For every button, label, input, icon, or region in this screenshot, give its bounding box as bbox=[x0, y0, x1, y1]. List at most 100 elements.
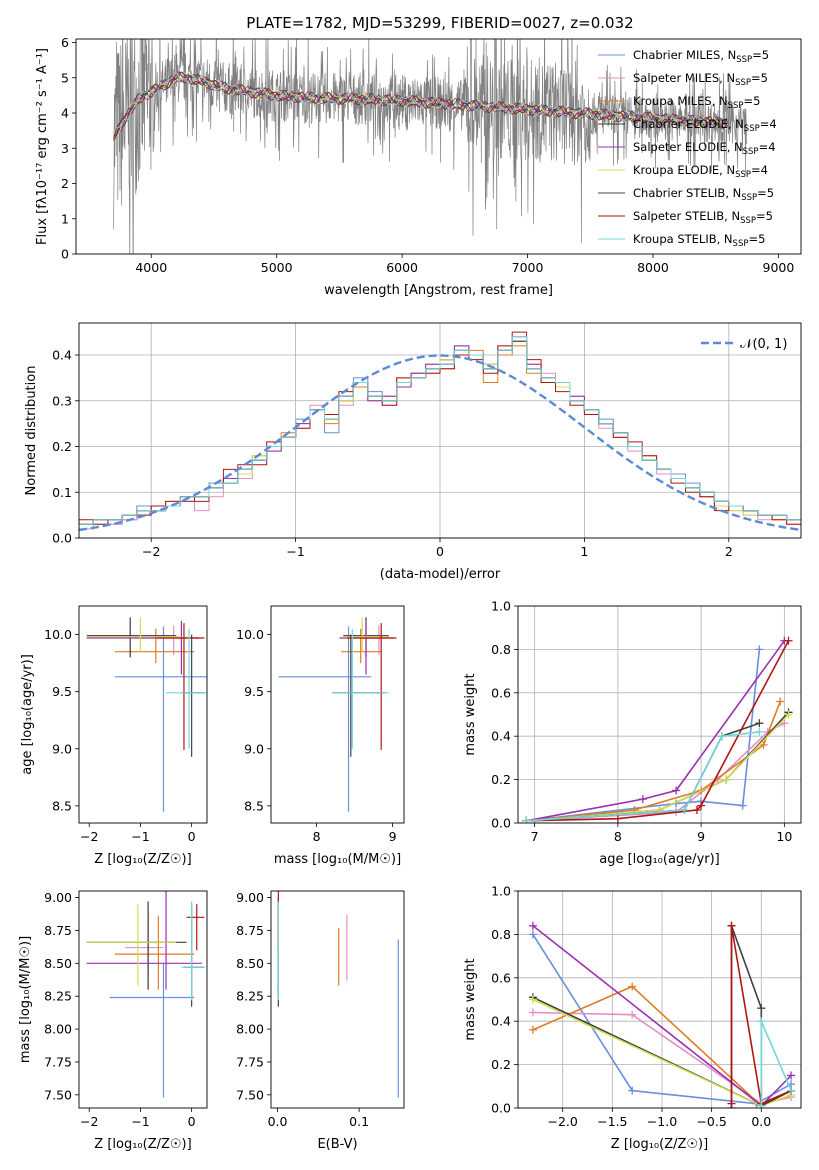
spectrum-legend: Chabrier MILES, NSSP=5 Salpeter MILES, NS… bbox=[598, 48, 777, 249]
y-tick-label: 9.5 bbox=[52, 684, 72, 699]
mass-weight-marker bbox=[613, 814, 622, 823]
y-tick-label: 0.8 bbox=[491, 927, 511, 942]
mass-weight-marker bbox=[528, 930, 537, 939]
residual-histogram-step bbox=[79, 331, 801, 538]
x-tick-label: 0 bbox=[436, 544, 444, 559]
mass-weight-vs-metallicity-panel: −2.0 −1.5 −1.0 −0.5 0.0 0.0 0.2 0.4 0.6 0.8 1.0 Z [… bbox=[463, 884, 802, 1152]
legend-label: Chabrier STELIB, NSSP=5 bbox=[633, 186, 774, 203]
mass-weight-marker bbox=[628, 1086, 637, 1095]
model-spectrum-line bbox=[113, 71, 728, 139]
y-tick-label: 1 bbox=[61, 211, 69, 226]
y-tick-label: 8.5 bbox=[244, 798, 264, 813]
x-axis-label: wavelength [Angstrom, rest frame] bbox=[324, 283, 553, 298]
mass-weight-marker bbox=[784, 636, 793, 645]
figure-title: PLATE=1782, MJD=53299, FIBERID=0027, z=0… bbox=[246, 14, 633, 32]
plot-content bbox=[86, 891, 205, 1098]
model-spectrum-line bbox=[113, 71, 729, 141]
x-axis-label: Z [log₁₀(Z/Z☉)] bbox=[94, 852, 191, 867]
x-tick-label: 2 bbox=[725, 544, 733, 559]
y-tick-label: 0.0 bbox=[52, 531, 72, 546]
mass-weight-line bbox=[526, 731, 760, 822]
x-tick-label: 9 bbox=[389, 829, 397, 844]
plot-content bbox=[79, 331, 801, 538]
x-tick-label: −1 bbox=[286, 544, 304, 559]
mass-weight-marker bbox=[755, 727, 764, 736]
y-tick-label: 0.8 bbox=[491, 642, 511, 657]
y-tick-label: 9.5 bbox=[244, 684, 264, 699]
x-tick-label: 7 bbox=[531, 829, 539, 844]
x-axis-label: Z [log₁₀(Z/Z☉)] bbox=[611, 1137, 708, 1152]
axes-frame bbox=[270, 890, 405, 1109]
mass-weight-marker bbox=[528, 1008, 537, 1017]
y-tick-label: 0.6 bbox=[491, 970, 511, 985]
y-tick-label: 7.50 bbox=[236, 1087, 264, 1102]
x-tick-label: 0.0 bbox=[268, 1114, 288, 1129]
mass-weight-marker bbox=[528, 921, 537, 930]
y-tick-label: 9.0 bbox=[52, 741, 72, 756]
y-tick-label: 0 bbox=[61, 247, 69, 262]
plot-content bbox=[86, 617, 207, 812]
mass-weight-marker bbox=[692, 805, 701, 814]
y-axis-label: mass weight bbox=[463, 958, 478, 1040]
gridlines bbox=[79, 323, 801, 539]
x-tick-label: 0 bbox=[188, 1114, 196, 1129]
x-tick-label: 1 bbox=[580, 544, 588, 559]
y-tick-label: 10.0 bbox=[44, 627, 72, 642]
y-tick-label: 7.50 bbox=[44, 1087, 72, 1102]
axes-frame bbox=[78, 890, 208, 1109]
x-tick-label: −1.5 bbox=[597, 1114, 627, 1129]
mass-weight-marker bbox=[780, 719, 789, 728]
model-spectrum-line bbox=[113, 72, 728, 134]
age-vs-metallicity-panel: −2 −1 0 8.5 9.0 9.5 10.0 Z [log₁₀(Z/Z☉)] age [lo… bbox=[20, 605, 208, 867]
y-tick-label: 0.2 bbox=[491, 1057, 511, 1072]
model-spectrum-line bbox=[113, 72, 729, 133]
x-axis-label: age [log₁₀(age/yr)] bbox=[599, 852, 720, 867]
y-axis-label: age [log₁₀(age/yr)] bbox=[20, 654, 35, 775]
mass-weight-line bbox=[526, 640, 790, 822]
x-axis-label: mass [log₁₀(M/M☉)] bbox=[274, 852, 401, 867]
axes-frame bbox=[270, 605, 405, 824]
age-vs-mass-panel: 8 9 8.5 9.0 9.5 10.0 mass [log₁₀(M/M☉)] bbox=[236, 605, 405, 867]
mass-weight-vs-age-panel: 7 8 9 10 0.0 0.2 0.4 0.6 0.8 1.0 age [log₁₀(age/yr… bbox=[463, 599, 802, 867]
legend-label: 𝒩(0, 1) bbox=[740, 337, 787, 352]
axes-frame bbox=[78, 605, 208, 824]
y-tick-label: 8.00 bbox=[236, 1022, 264, 1037]
x-axis-label: (data-model)/error bbox=[380, 567, 501, 582]
y-tick-label: 0.1 bbox=[52, 485, 72, 500]
y-tick-label: 0.4 bbox=[491, 1014, 511, 1029]
mass-weight-marker bbox=[757, 1017, 766, 1026]
legend-label: Salpeter STELIB, NSSP=5 bbox=[633, 209, 773, 226]
x-tick-label: 0.1 bbox=[349, 1114, 369, 1129]
y-tick-label: 4 bbox=[61, 106, 69, 121]
mass-weight-marker bbox=[787, 1086, 796, 1095]
axes-frame bbox=[517, 605, 802, 824]
x-tick-label: −2 bbox=[142, 544, 160, 559]
mass-weight-marker bbox=[757, 1101, 766, 1108]
mass-vs-metallicity-panel: −2 −1 0 7.50 7.75 8.00 8.25 8.50 8.75 9.00 Z [log₁… bbox=[18, 890, 208, 1152]
legend-label: Chabrier MILES, NSSP=5 bbox=[633, 48, 769, 65]
x-tick-label: 7000 bbox=[512, 260, 544, 275]
mass-weight-line bbox=[526, 640, 786, 822]
y-tick-label: 0.6 bbox=[491, 685, 511, 700]
mass-weight-marker bbox=[776, 697, 785, 706]
y-tick-label: 7.75 bbox=[236, 1054, 264, 1069]
plot-content bbox=[278, 617, 397, 812]
y-axis-label: Flux [fλ10⁻¹⁷ erg cm⁻² s⁻¹ A⁻¹] bbox=[35, 48, 50, 245]
mass-weight-marker bbox=[680, 805, 689, 814]
x-tick-label: 8 bbox=[614, 829, 622, 844]
mass-weight-marker bbox=[528, 995, 537, 1004]
y-tick-label: 8.25 bbox=[44, 989, 72, 1004]
y-tick-label: 0.2 bbox=[491, 772, 511, 787]
y-tick-label: 0.0 bbox=[491, 816, 511, 831]
x-tick-label: 0.0 bbox=[751, 1114, 771, 1129]
mass-weight-marker bbox=[628, 982, 637, 991]
mass-weight-marker bbox=[784, 710, 793, 719]
plot-content bbox=[277, 891, 399, 1098]
y-tick-label: 0.4 bbox=[491, 729, 511, 744]
y-tick-label: 8.5 bbox=[52, 798, 72, 813]
y-tick-label: 8.25 bbox=[236, 989, 264, 1004]
y-axis-label: mass [log₁₀(M/M☉)] bbox=[18, 936, 33, 1063]
mass-weight-marker bbox=[755, 645, 764, 654]
legend-label: Salpeter ELODIE, NSSP=4 bbox=[633, 140, 776, 157]
